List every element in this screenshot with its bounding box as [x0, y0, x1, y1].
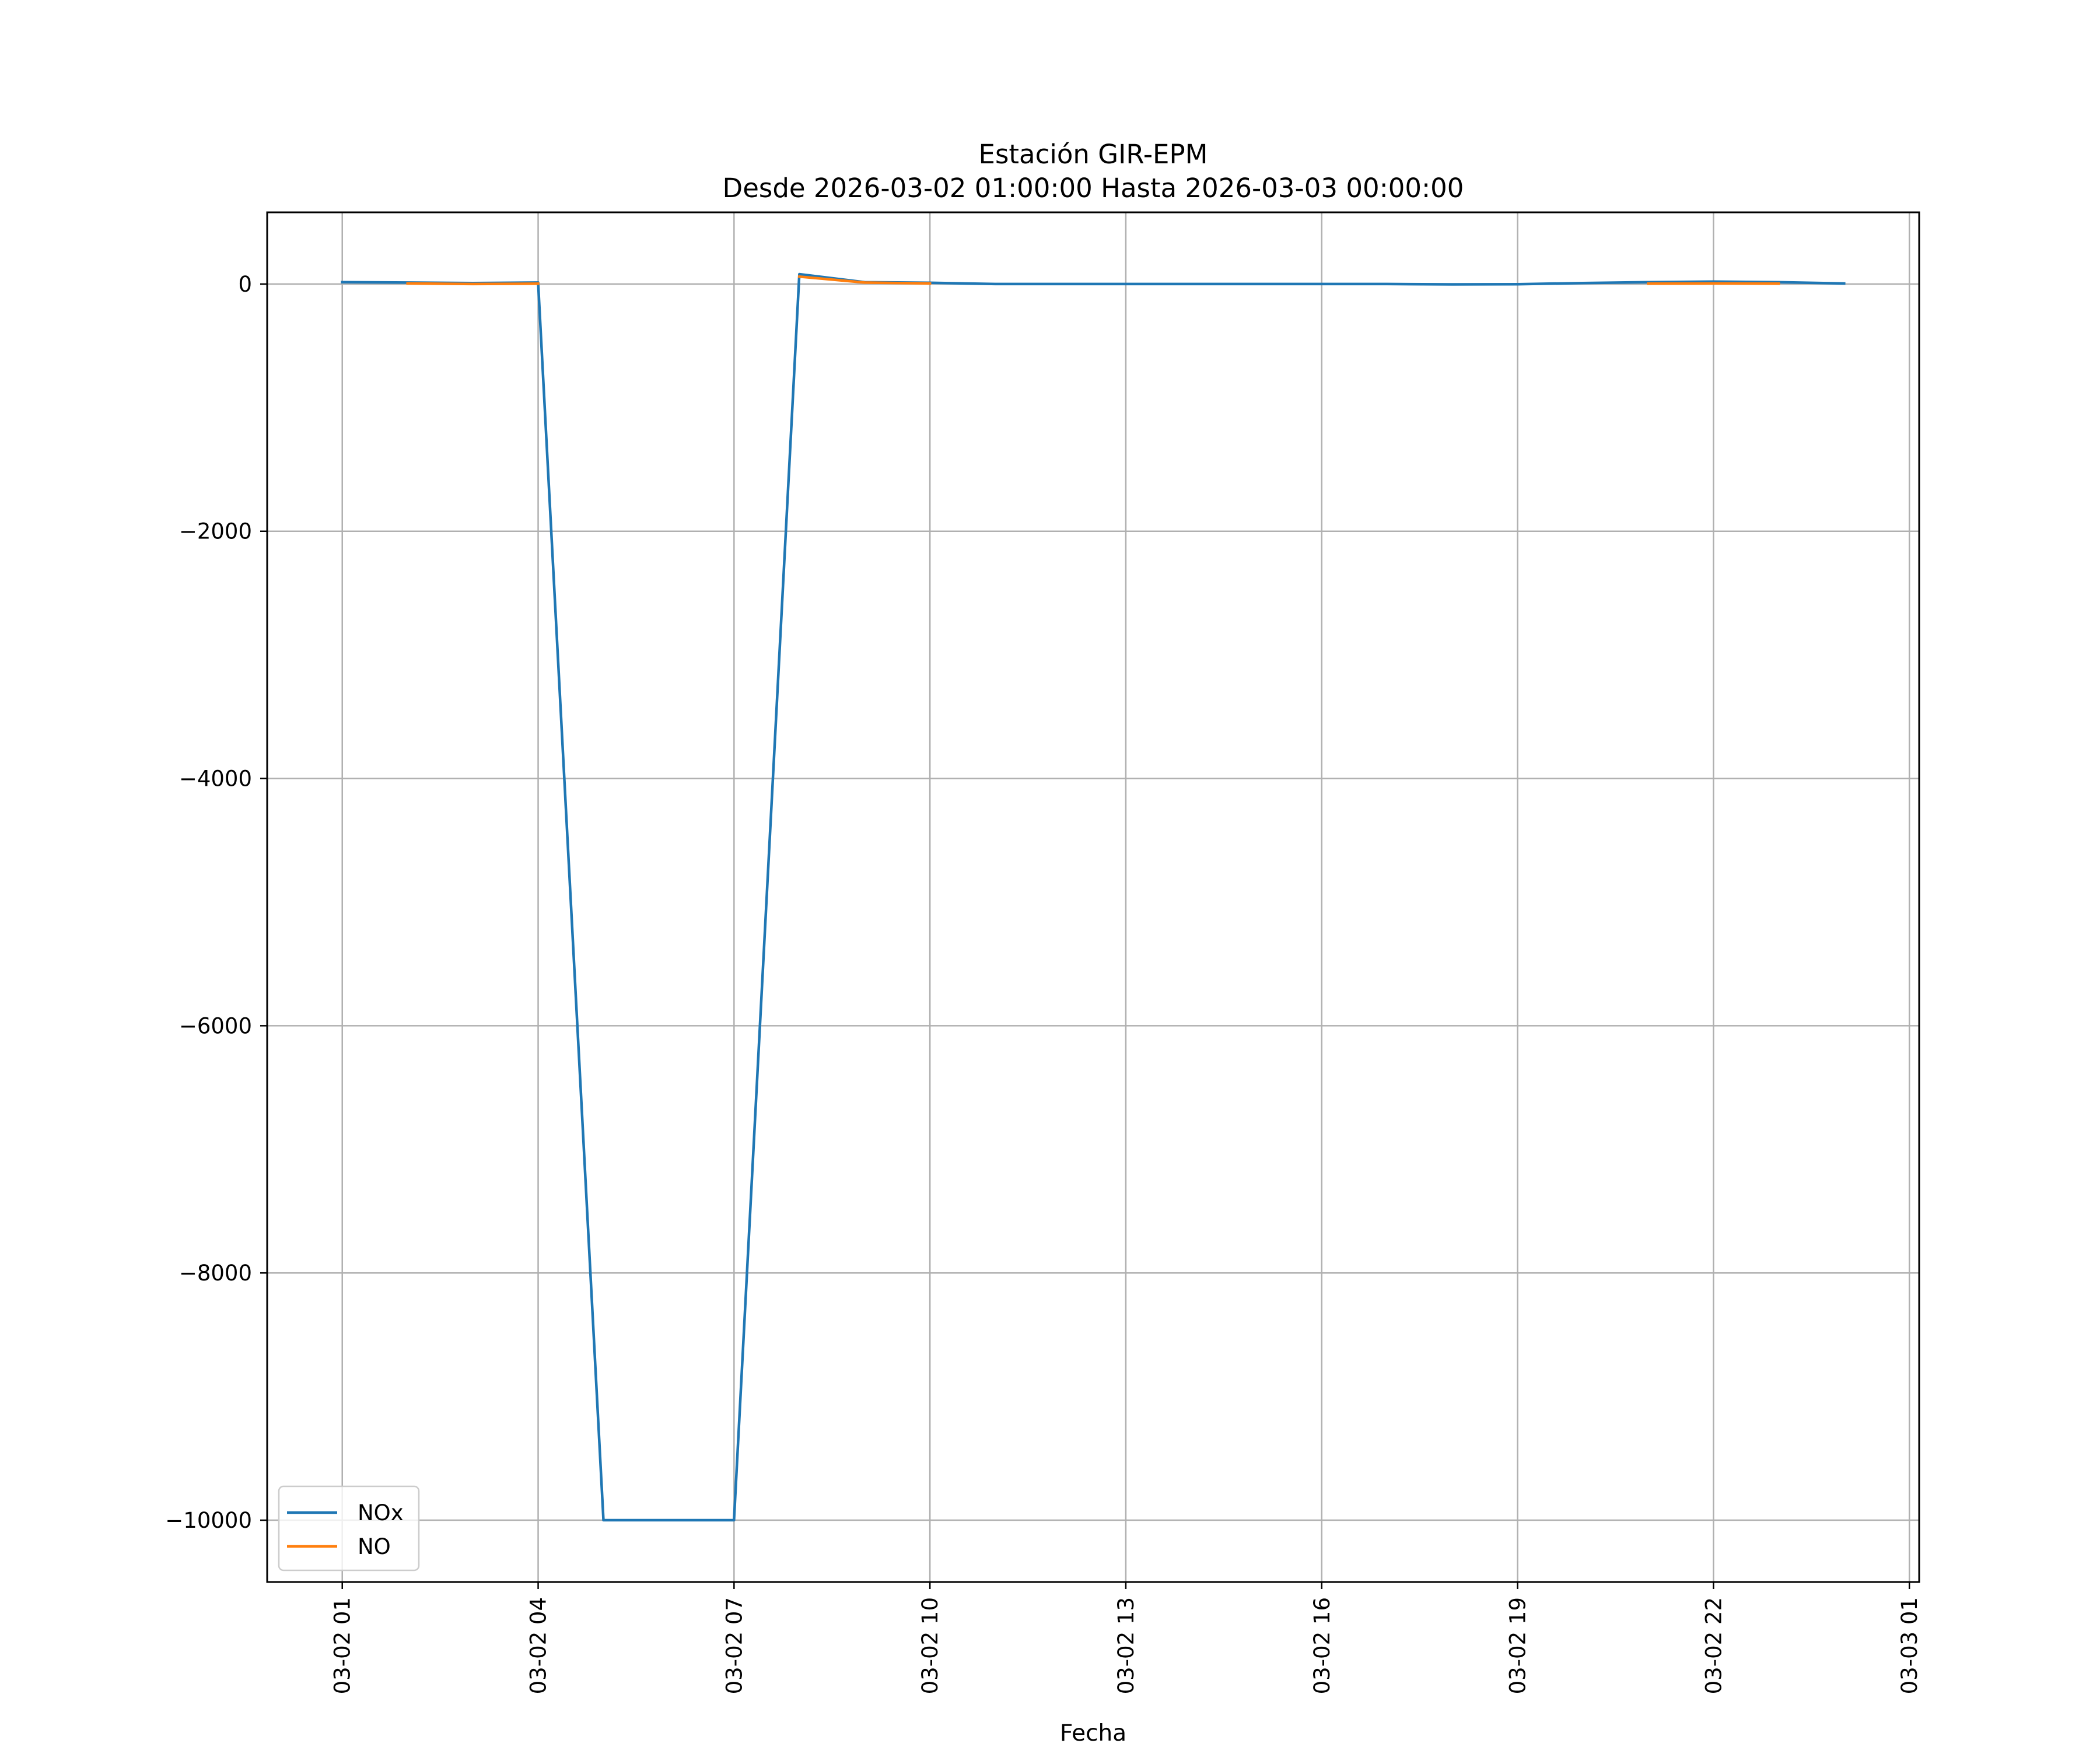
legend: NOx NO: [278, 1485, 420, 1572]
legend-frame: [278, 1485, 420, 1572]
x-tick-label: 03-02 10: [918, 1597, 943, 1694]
axis-ticks: 03-02 01 03-02 04 03-02 07 03-02 10 03-02 13…: [165, 272, 1922, 1694]
x-tick-label: 03-03 01: [1897, 1597, 1922, 1694]
y-tick-label: −4000: [179, 766, 252, 792]
legend-label-no: NO: [358, 1534, 391, 1559]
y-tick-label: 0: [238, 272, 252, 297]
y-tick-label: −2000: [179, 519, 252, 544]
series-lines: [341, 272, 1846, 1522]
x-tick-label: 03-02 04: [526, 1597, 551, 1694]
series-line-nox: [341, 272, 1846, 1522]
x-tick-label: 03-02 16: [1310, 1597, 1335, 1694]
y-tick-label: −10000: [165, 1508, 252, 1533]
legend-label-nox: NOx: [358, 1500, 404, 1525]
y-tick-label: −6000: [179, 1013, 252, 1038]
x-tick-label: 03-02 13: [1114, 1597, 1139, 1694]
x-tick-label: 03-02 07: [722, 1597, 747, 1694]
series-line-no: [797, 275, 932, 285]
chart-title: Estación GIR-EPM: [979, 139, 1208, 170]
x-tick-label: 03-02 19: [1506, 1597, 1531, 1694]
x-tick-label: 03-02 01: [330, 1597, 355, 1694]
x-axis-label: Fecha: [1060, 1720, 1126, 1746]
chart-subtitle: Desde 2026-03-02 01:00:00 Hasta 2026-03-…: [723, 173, 1464, 204]
plot-frame: [266, 211, 1920, 1583]
y-tick-label: −8000: [179, 1261, 252, 1286]
x-tick-label: 03-02 22: [1701, 1597, 1726, 1694]
